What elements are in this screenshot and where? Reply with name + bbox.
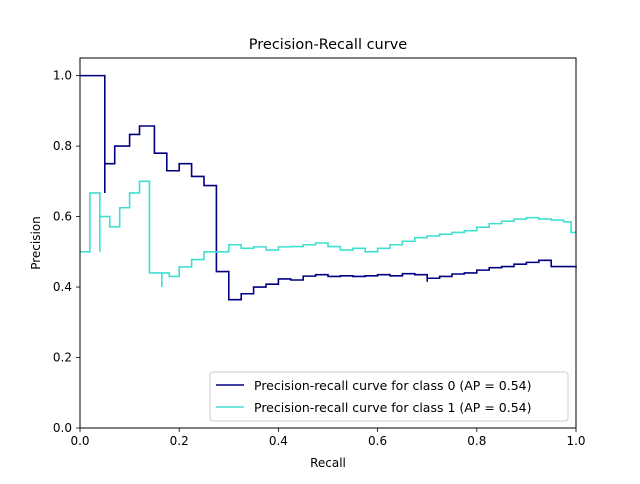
y-tick-label: 0.2	[53, 351, 72, 365]
x-tick-label: 0.0	[70, 434, 89, 448]
y-axis-label: Precision	[29, 216, 43, 270]
legend-label-class-1: Precision-recall curve for class 1 (AP =…	[254, 400, 531, 415]
x-tick-label: 0.6	[368, 434, 387, 448]
x-tick-label: 0.8	[467, 434, 486, 448]
chart-title: Precision-Recall curve	[249, 37, 408, 53]
legend: Precision-recall curve for class 0 (AP =…	[209, 371, 569, 422]
y-tick-label: 0.8	[53, 139, 72, 153]
series-line-class-1	[80, 180, 576, 288]
x-axis-ticks: 0.0 0.2 0.4 0.6 0.8 1.0	[70, 428, 586, 448]
y-axis-ticks: 0.0 0.2 0.4 0.6 0.8 1.0	[53, 69, 80, 435]
plot-area	[80, 74, 577, 301]
legend-box	[209, 371, 569, 422]
y-tick-label: 0.0	[53, 421, 72, 435]
x-axis-label: Recall	[310, 456, 346, 470]
y-tick-label: 1.0	[53, 69, 72, 83]
series-line-class-0	[80, 74, 577, 301]
y-tick-label: 0.6	[53, 210, 72, 224]
x-tick-label: 0.4	[269, 434, 288, 448]
legend-label-class-0: Precision-recall curve for class 0 (AP =…	[254, 378, 531, 393]
x-tick-label: 0.2	[170, 434, 189, 448]
axes-frame	[79, 57, 577, 429]
x-tick-label: 1.0	[566, 434, 585, 448]
y-tick-label: 0.4	[53, 280, 72, 294]
